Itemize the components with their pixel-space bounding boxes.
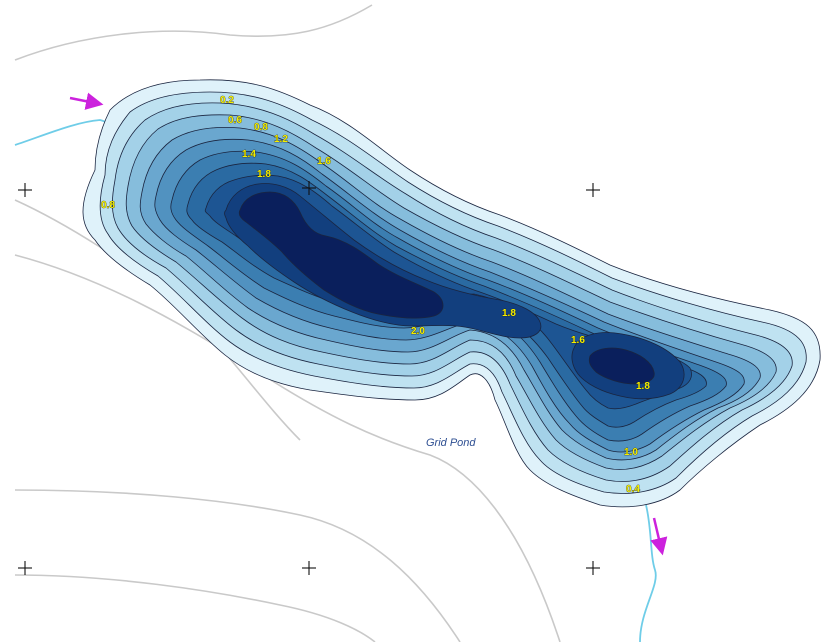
depth-label: 0.8 bbox=[101, 200, 115, 211]
depth-label: 1.4 bbox=[242, 149, 256, 160]
depth-label: 1.6 bbox=[571, 335, 585, 346]
road-line-top bbox=[14, 4, 373, 61]
depth-label: 1.0 bbox=[624, 447, 638, 458]
inflow-arrow-icon bbox=[69, 92, 104, 110]
depth-label: 1.8 bbox=[636, 381, 650, 392]
depth-label: 1.8 bbox=[257, 169, 271, 180]
depth-label: 2.0 bbox=[411, 326, 425, 337]
depth-zone-2-0-secondary bbox=[588, 347, 655, 385]
grid-cross-icon bbox=[302, 561, 316, 575]
depth-label: 1.6 bbox=[317, 156, 331, 167]
grid-cross-icon bbox=[18, 561, 32, 575]
grid-cross-icon bbox=[586, 183, 600, 197]
depth-label: 1.2 bbox=[274, 134, 288, 145]
grid-cross-icon bbox=[18, 183, 32, 197]
depth-label: 0.4 bbox=[626, 484, 640, 495]
road-line-mid bbox=[14, 254, 561, 642]
outflow-stream bbox=[639, 504, 657, 642]
grid-cross-icon bbox=[586, 561, 600, 575]
road-line-bottom-a bbox=[14, 489, 461, 642]
outflow-arrow-icon bbox=[650, 517, 668, 556]
pond-name-label: Grid Pond bbox=[426, 437, 476, 449]
depth-zone-2-0 bbox=[238, 191, 444, 319]
depth-label: 0.2 bbox=[220, 95, 234, 106]
depth-label: 0.6 bbox=[228, 115, 242, 126]
depth-label: 1.8 bbox=[502, 308, 516, 319]
pond bbox=[82, 79, 821, 508]
grid-cross-icon bbox=[302, 181, 316, 195]
road-line-bottom-b bbox=[14, 574, 376, 642]
depth-label: 0.8 bbox=[254, 122, 268, 133]
